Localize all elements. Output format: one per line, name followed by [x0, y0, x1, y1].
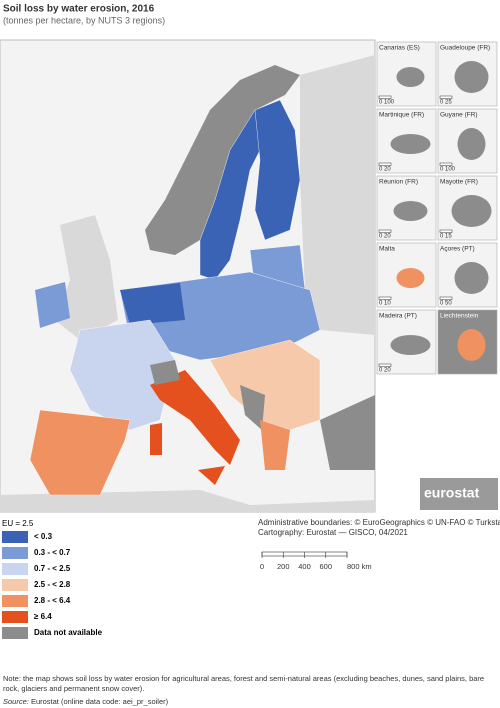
main-map	[0, 39, 376, 513]
sardinia	[150, 423, 162, 455]
inset-frame	[376, 242, 437, 308]
inset-land	[457, 128, 486, 160]
inset-land	[396, 67, 425, 87]
inset-land	[457, 329, 486, 361]
switzerland	[150, 360, 180, 385]
legend-swatch	[2, 563, 28, 575]
inset-name: Açores (PT)	[440, 246, 475, 253]
greece	[260, 420, 290, 470]
inset-name: Réunion (FR)	[379, 179, 418, 186]
inset-land	[390, 335, 431, 355]
legend: EU = 2.5 < 0.3 0.3 - < 0.7 0.7 - < 2.5 2.5 …	[2, 519, 103, 639]
credit: Administrative boundaries: © EuroGeograp…	[258, 518, 500, 527]
legend-swatch	[2, 611, 28, 623]
source-line: Source: Eurostat (online data code: aei_…	[3, 697, 497, 707]
inset-scale	[378, 162, 392, 166]
legend-swatch	[2, 595, 28, 607]
inset-scale-label: 0 20	[379, 368, 391, 374]
inset-scale	[439, 95, 453, 99]
inset-scale-label: 0 100	[379, 100, 395, 106]
scale-label: 400	[298, 562, 311, 571]
legend-label: < 0.3	[34, 532, 53, 541]
logo-box	[420, 478, 498, 510]
inset-name: Guyane (FR)	[440, 112, 478, 119]
inset-scale	[378, 363, 392, 367]
legend-label: Data not available	[34, 628, 103, 637]
inset-scale-label: 0 20	[379, 234, 391, 240]
legend-label: 0.7 - < 2.5	[34, 564, 71, 573]
legend-swatch	[2, 627, 28, 639]
inset-name: Mayotte (FR)	[440, 179, 478, 186]
inset-scale-label: 0 100	[440, 167, 456, 173]
balkans	[209, 339, 321, 431]
legend-label: 2.8 - < 6.4	[34, 596, 71, 605]
logo-text: eurostat	[424, 485, 480, 501]
logo: eurostat	[420, 478, 498, 510]
inset-name: Malta	[379, 246, 395, 253]
benelux-germany	[120, 283, 185, 325]
inset-name: Guadeloupe (FR)	[440, 45, 490, 52]
iberia	[29, 409, 131, 496]
inset-scale	[378, 296, 392, 300]
source: Eurostat (online data code: aei_pr_soile…	[30, 697, 169, 706]
subtitle: (tonnes per hectare, by NUTS 3 regions)	[3, 15, 165, 25]
turkey	[320, 395, 375, 470]
inset-land	[454, 262, 489, 294]
scale-label: 600	[319, 562, 332, 571]
eu-average: EU = 2.5	[2, 519, 34, 528]
inset-scale-label: 0 25	[440, 100, 452, 106]
legend-swatch	[2, 579, 28, 591]
uk	[55, 215, 118, 340]
inset-scale-label: 0 20	[379, 167, 391, 173]
legend-swatch	[2, 547, 28, 559]
scale-bar: 0 200 400 600 800 km	[260, 551, 372, 571]
insets: Canarias (ES) 0 100 Guadeloupe (FR) 0 25 Mar…	[376, 41, 498, 375]
inset-scale	[378, 95, 392, 99]
legend-swatch	[2, 531, 28, 543]
scale-label: 0	[260, 562, 264, 571]
legend-label: 0.3 - < 0.7	[34, 548, 71, 557]
inset-scale	[378, 229, 392, 233]
inset-scale-label: 0 15	[440, 234, 452, 240]
inset-land	[390, 134, 431, 154]
scale-label: 800 km	[347, 562, 372, 571]
inset-scale	[439, 162, 453, 166]
finland	[254, 99, 301, 241]
source-label: Source:	[3, 697, 29, 706]
inset-land	[454, 61, 489, 93]
inset-scale	[439, 229, 453, 233]
russia	[300, 55, 375, 335]
italy	[150, 370, 240, 465]
inset-name: Canarias (ES)	[379, 45, 420, 52]
ireland	[35, 282, 70, 328]
credit: Cartography: Eurostat — GISCO, 04/2021	[258, 528, 408, 537]
inset-name: Madeira (PT)	[379, 313, 417, 320]
scale-label: 200	[277, 562, 290, 571]
inset-land	[393, 201, 428, 221]
inset-name: Martinique (FR)	[379, 112, 424, 119]
inset-scale-label: 0 50	[440, 301, 452, 307]
inset-land	[451, 195, 492, 227]
inset-land	[396, 268, 425, 288]
legend-label: ≥ 6.4	[34, 612, 52, 621]
inset-name: Liechtenstein	[440, 313, 479, 320]
title: Soil loss by water erosion, 2016	[3, 4, 155, 15]
legend-label: 2.5 - < 2.8	[34, 580, 71, 589]
sicily	[198, 466, 225, 485]
norway	[145, 65, 300, 255]
inset-scale-label: 0 10	[379, 301, 391, 307]
western-balkans	[240, 385, 265, 430]
inset-scale	[439, 296, 453, 300]
note: Note: the map shows soil loss by water e…	[3, 674, 485, 693]
africa	[0, 490, 375, 512]
france	[69, 319, 176, 431]
